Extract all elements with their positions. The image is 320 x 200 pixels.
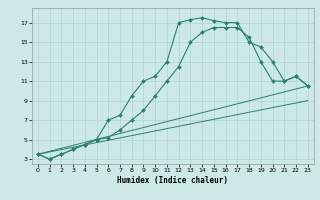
X-axis label: Humidex (Indice chaleur): Humidex (Indice chaleur)	[117, 176, 228, 185]
